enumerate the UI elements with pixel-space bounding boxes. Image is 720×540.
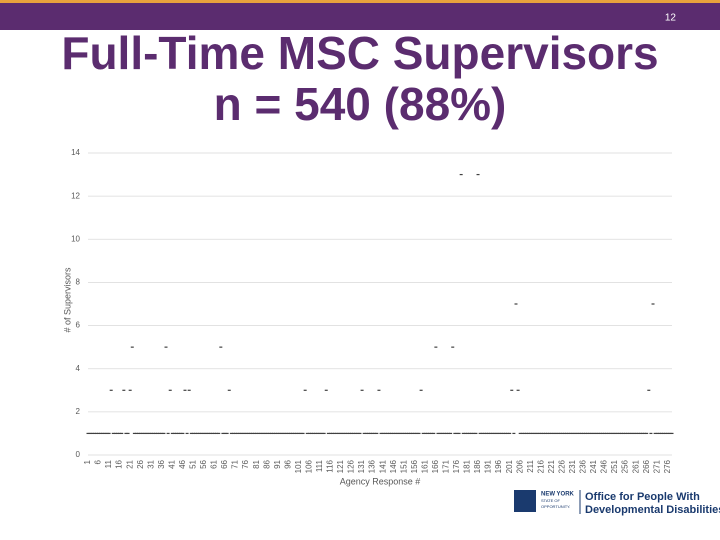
x-tick-label: 11 [104,459,113,468]
x-tick-label: 31 [146,459,155,468]
x-tick-label: 91 [273,459,282,468]
x-tick-label: 21 [125,459,134,468]
x-tick-label: 271 [652,459,661,473]
x-tick-label: 6 [94,459,103,464]
logo-mark [514,490,536,512]
x-axis-title: Agency Response # [340,476,421,486]
x-tick-label: 156 [410,459,419,473]
x-tick-label: 81 [252,459,261,468]
x-tick-label: 246 [600,459,609,473]
x-tick-label: 231 [568,459,577,473]
x-tick-label: 176 [452,459,461,473]
x-tick-label: 161 [420,459,429,473]
x-tick-label: 41 [167,459,176,468]
title: n = 540 (88%) [214,78,507,130]
x-tick-label: 236 [579,459,588,473]
x-tick-label: 71 [231,459,240,468]
x-tick-label: 181 [463,459,472,473]
x-tick-label: 126 [347,459,356,473]
x-tick-label: 56 [199,459,208,468]
x-tick-label: 241 [589,459,598,473]
x-tick-label: 61 [210,459,219,468]
x-tick-label: 141 [378,459,387,473]
x-tick-label: 186 [473,459,482,473]
x-tick-label: 251 [610,459,619,473]
x-tick-label: 1 [83,459,92,464]
x-tick-label: 196 [494,459,503,473]
x-tick-label: 116 [326,459,335,472]
x-tick-label: 206 [515,459,524,473]
x-tick-label: 211 [526,459,535,472]
x-tick-label: 51 [189,459,198,468]
x-tick-label: 66 [220,459,229,468]
x-tick-label: 121 [336,459,345,473]
page-number: 12 [665,13,677,24]
x-tick-label: 86 [262,459,271,468]
y-axis-title: # of Supervisors [62,267,72,333]
logo-agency: Developmental Disabilities [585,504,720,516]
x-tick-label: 171 [442,459,451,473]
logo-state: STATE OF [541,498,561,503]
x-tick-label: 221 [547,459,556,473]
x-tick-label: 146 [389,459,398,473]
header-bar [0,0,720,30]
y-tick-label: 14 [71,148,80,157]
y-tick-label: 2 [76,407,81,416]
y-tick-label: 8 [76,278,81,287]
logo: NEW YORK STATE OF OPPORTUNITY. Office fo… [514,490,720,516]
x-tick-label: 46 [178,459,187,468]
x-tick-label: 111 [315,459,324,472]
x-tick-label: 151 [399,459,408,473]
x-tick-label: 131 [357,459,366,473]
y-tick-label: 0 [76,450,81,459]
y-tick-label: 10 [71,234,80,243]
header-accent [0,0,720,3]
x-tick-label: 106 [304,459,313,473]
x-tick-label: 266 [642,459,651,473]
x-tick-label: 76 [241,459,250,468]
x-tick-label: 226 [557,459,566,473]
y-tick-label: 12 [71,191,80,200]
x-tick-label: 101 [294,459,303,473]
title: Full-Time MSC Supervisors [61,27,658,79]
x-tick-label: 36 [157,459,166,468]
x-tick-label: 201 [505,459,514,473]
x-tick-label: 261 [631,459,640,473]
x-tick-label: 26 [136,459,145,468]
x-tick-label: 216 [536,459,545,473]
x-tick-label: 276 [663,459,672,473]
x-tick-label: 136 [368,459,377,473]
x-tick-label: 191 [484,459,493,473]
logo-agency: Office for People With [585,491,700,503]
y-tick-label: 4 [76,364,81,373]
x-tick-label: 256 [621,459,630,473]
x-tick-label: 96 [283,459,292,468]
x-tick-label: 166 [431,459,440,473]
logo-state: NEW YORK [541,492,575,498]
x-tick-label: 16 [115,459,124,468]
logo-state: OPPORTUNITY. [541,504,570,509]
y-tick-label: 6 [76,321,81,330]
